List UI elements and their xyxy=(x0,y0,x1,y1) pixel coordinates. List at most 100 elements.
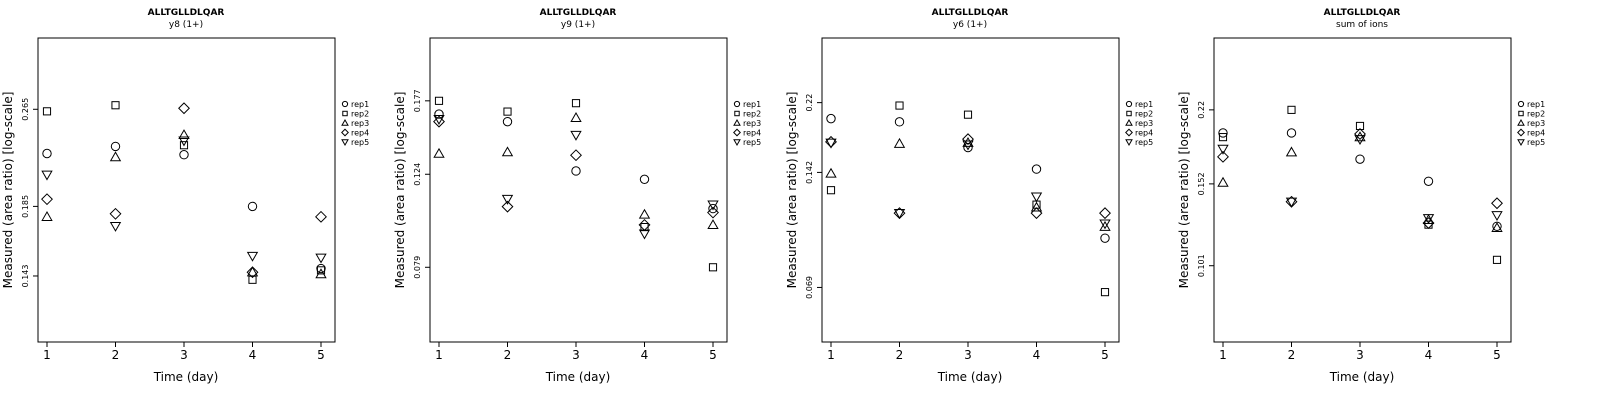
legend-marker-rep3 xyxy=(341,119,349,126)
legend-marker-rep5 xyxy=(1517,139,1525,146)
legend-marker-rep2 xyxy=(342,110,348,117)
data-point-rep3 xyxy=(315,268,327,279)
data-point-rep1 xyxy=(110,141,121,152)
data-point-rep2 xyxy=(111,101,120,110)
data-point-rep3 xyxy=(178,129,190,140)
data-point-rep2 xyxy=(571,99,581,108)
y-tick-label: 0.185 xyxy=(21,195,30,218)
legend-marker-rep2 xyxy=(734,110,740,117)
legend-label-rep1: rep1 xyxy=(1527,100,1545,109)
data-point-rep3 xyxy=(1217,176,1229,187)
data-point-rep2 xyxy=(895,101,904,110)
legend-marker-rep3 xyxy=(1517,119,1525,126)
legend-label-rep4: rep4 xyxy=(351,129,369,138)
data-point-rep3 xyxy=(638,208,651,219)
y-tick-label: 0.152 xyxy=(1197,172,1206,195)
y-tick-label: 0.079 xyxy=(413,256,422,279)
data-point-rep5 xyxy=(315,253,327,264)
y-axis-label: Measured (area ratio) [log-scale] xyxy=(1,92,15,289)
y-tick-label: 0.265 xyxy=(21,98,30,121)
data-point-rep2 xyxy=(42,107,52,116)
data-point-rep1 xyxy=(1423,176,1434,186)
data-point-rep4 xyxy=(109,207,122,220)
data-point-rep5 xyxy=(1491,211,1503,222)
data-point-rep5 xyxy=(109,221,122,232)
data-point-rep3 xyxy=(1491,222,1503,233)
data-point-rep5 xyxy=(41,170,53,181)
x-tick-label: 4 xyxy=(641,348,649,362)
legend-label-rep5: rep5 xyxy=(1135,138,1153,147)
legend-marker-rep5 xyxy=(341,139,349,146)
legend-label-rep3: rep3 xyxy=(351,119,369,128)
data-point-rep4 xyxy=(1099,207,1111,220)
data-point-rep1 xyxy=(42,148,52,159)
data-point-rep4 xyxy=(315,210,327,223)
data-point-rep1 xyxy=(1218,128,1228,138)
plot-frame xyxy=(429,37,728,343)
legend-label-rep1: rep1 xyxy=(1135,100,1153,109)
data-point-rep5 xyxy=(246,251,259,262)
x-tick-label: 2 xyxy=(112,348,120,362)
legend-marker-rep4 xyxy=(341,128,349,137)
legend-label-rep5: rep5 xyxy=(743,138,761,147)
data-point-rep4 xyxy=(570,149,582,162)
legend-label-rep3: rep3 xyxy=(743,119,761,128)
chart-title: ALLTGLLDLQAR xyxy=(540,8,617,18)
data-point-rep2 xyxy=(434,96,444,105)
legend-marker-rep4 xyxy=(1517,128,1525,137)
data-point-rep1 xyxy=(639,174,650,185)
data-point-rep4 xyxy=(246,266,259,279)
data-point-rep1 xyxy=(571,166,581,176)
data-point-rep5 xyxy=(1422,214,1435,225)
data-point-rep3 xyxy=(707,219,719,230)
data-point-rep1 xyxy=(963,142,973,153)
data-point-rep5 xyxy=(178,136,190,147)
data-point-rep1 xyxy=(1355,154,1365,164)
data-point-rep5 xyxy=(1030,192,1043,203)
plot-frame xyxy=(1213,37,1512,343)
chart-subtitle: sum of ions xyxy=(1336,20,1388,30)
data-point-rep1 xyxy=(247,201,258,212)
legend-label-rep2: rep2 xyxy=(1527,110,1545,119)
data-point-rep3 xyxy=(501,146,514,157)
legend-label-rep5: rep5 xyxy=(351,138,369,147)
x-tick-label: 1 xyxy=(435,348,443,362)
y-tick-label: 0.069 xyxy=(805,276,814,299)
chart-panel-4: ALLTGLLDLQAR sum of ions 1 2 3 4 5 0.101 0.152 0.… xyxy=(1177,8,1545,384)
data-point-rep2 xyxy=(708,263,718,272)
data-point-rep1 xyxy=(1286,128,1297,138)
data-point-rep1 xyxy=(1031,164,1042,174)
chart-title: ALLTGLLDLQAR xyxy=(1324,8,1401,18)
data-point-rep1 xyxy=(316,263,326,274)
data-point-rep3 xyxy=(246,266,259,277)
x-tick-label: 3 xyxy=(180,348,188,362)
plot-frame xyxy=(821,37,1120,343)
data-point-rep1 xyxy=(502,116,513,127)
x-tick-label: 4 xyxy=(1033,348,1041,362)
data-point-rep3 xyxy=(825,167,837,178)
data-point-rep4 xyxy=(501,200,514,213)
y-tick-label: 0.143 xyxy=(21,265,30,288)
legend-label-rep4: rep4 xyxy=(743,129,761,138)
data-point-rep2 xyxy=(1218,133,1228,142)
data-point-rep2 xyxy=(1100,288,1110,297)
legend-label-rep2: rep2 xyxy=(351,110,369,119)
data-point-rep5 xyxy=(707,200,719,211)
x-tick-label: 4 xyxy=(1425,348,1433,362)
legend-marker-rep4 xyxy=(733,128,741,137)
plot-frame xyxy=(37,37,336,343)
chart-title: ALLTGLLDLQAR xyxy=(148,8,225,18)
data-point-rep1 xyxy=(826,113,836,124)
y-axis-label: Measured (area ratio) [log-scale] xyxy=(393,92,407,289)
data-point-rep5 xyxy=(638,229,651,240)
data-point-rep3 xyxy=(109,151,122,162)
data-point-rep3 xyxy=(893,137,906,148)
data-point-rep3 xyxy=(1099,220,1111,231)
data-point-rep4 xyxy=(1354,128,1366,140)
y-tick-label: 0.177 xyxy=(413,89,422,112)
chart-subtitle: y9 (1+) xyxy=(561,20,595,30)
data-point-rep1 xyxy=(179,150,189,160)
data-point-rep4 xyxy=(433,115,445,128)
y-axis-label: Measured (area ratio) [log-scale] xyxy=(785,92,799,289)
